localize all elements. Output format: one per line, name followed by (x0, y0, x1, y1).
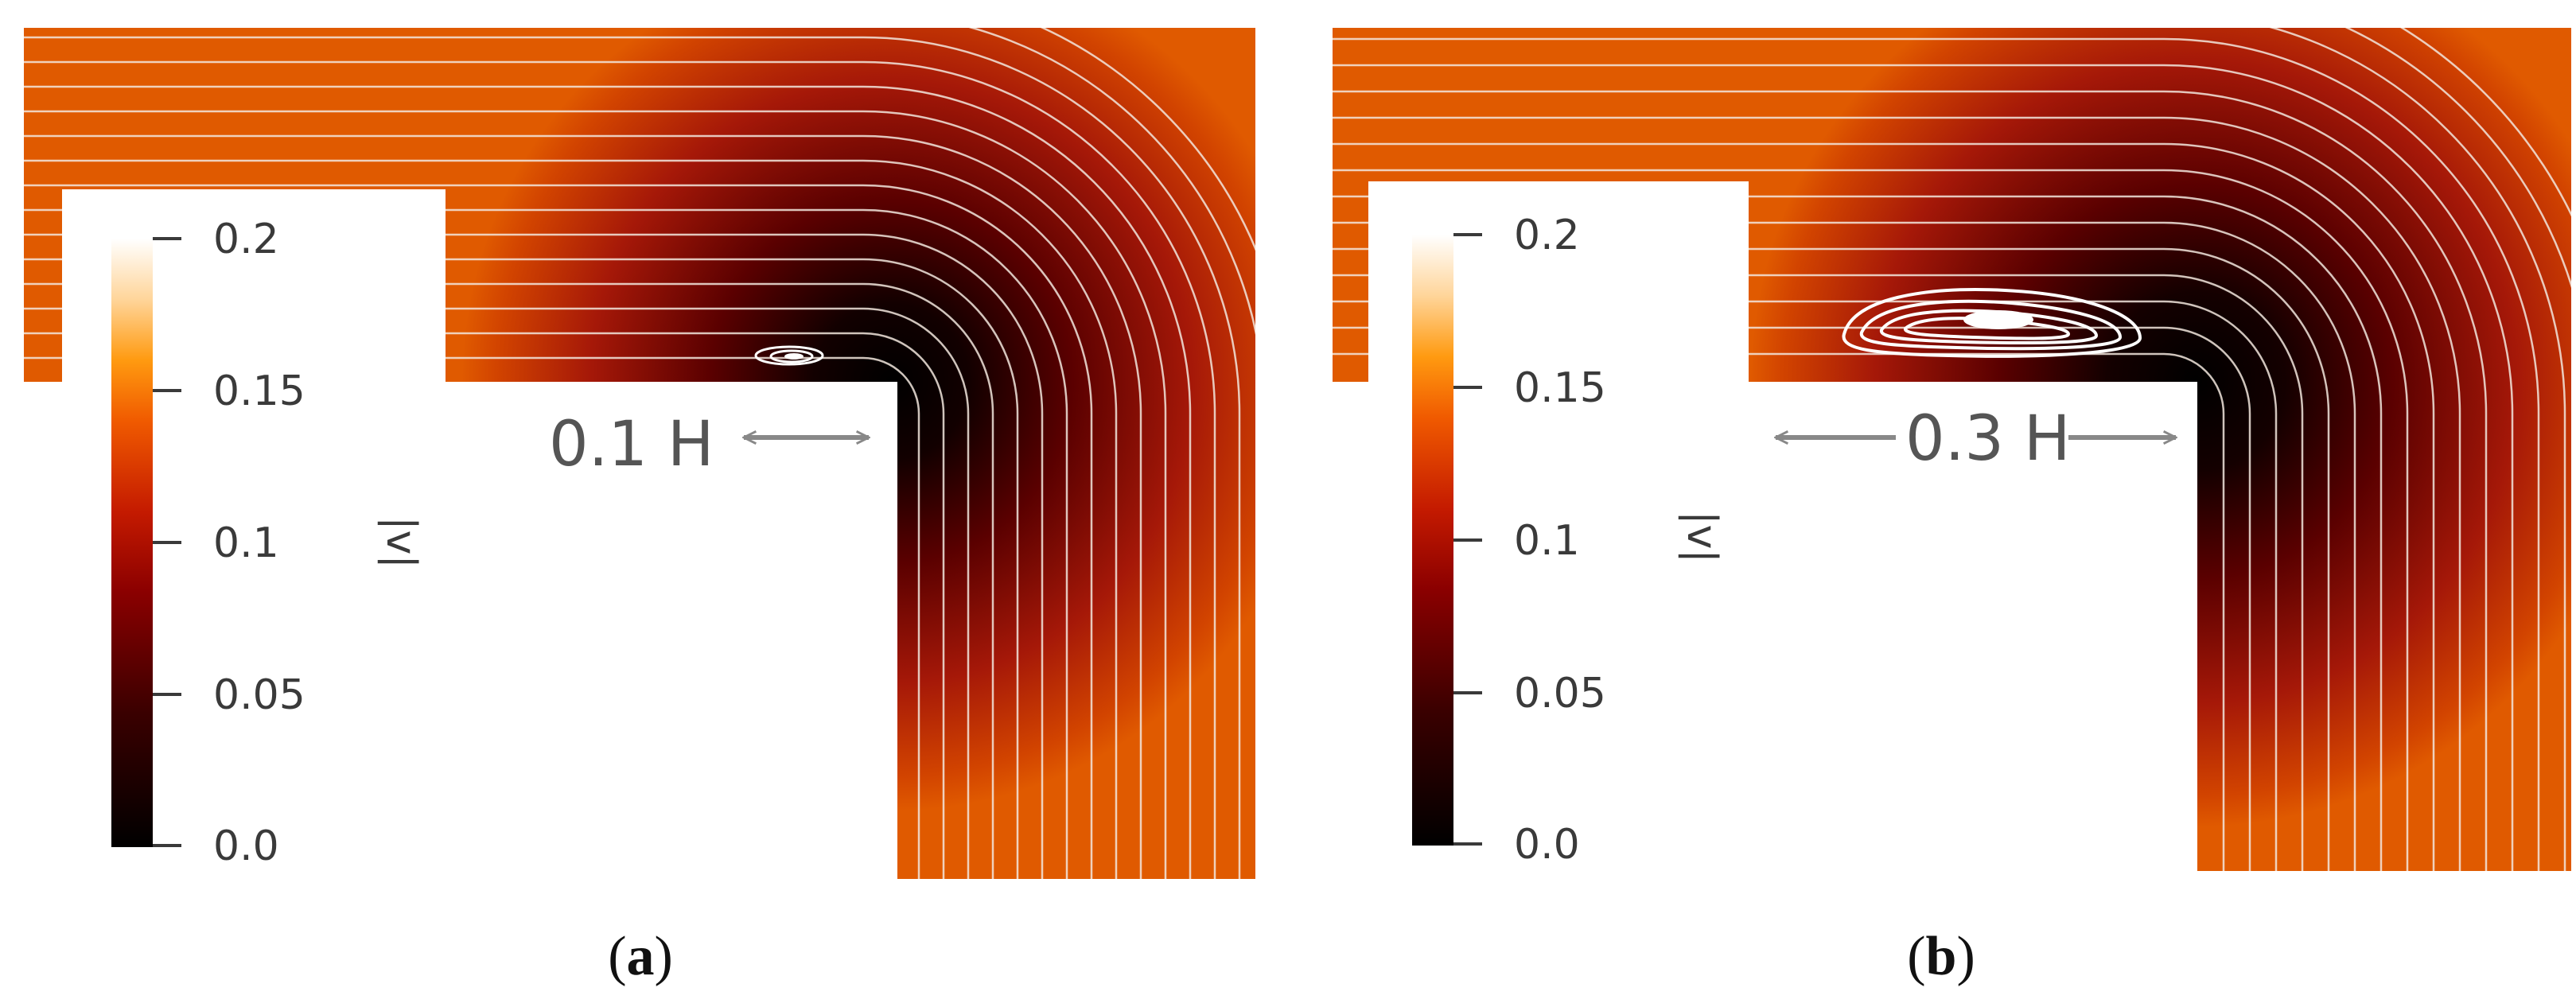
tick-label: 0.2 (1514, 212, 1580, 259)
streamlines-a (24, 28, 1255, 879)
streamline (24, 233, 1044, 879)
panel-a: 0.2 0.15 0.1 0.05 0.0 |v| 0.1 H (a) (24, 28, 1255, 987)
tick-label: 0.0 (213, 822, 279, 870)
streamline (24, 282, 994, 879)
streamline (24, 307, 970, 879)
streamline (24, 60, 1216, 879)
streamline (24, 134, 1142, 879)
tick-label: 0.1 (213, 519, 279, 567)
legend-label-a: |v| (377, 516, 425, 569)
streamline (24, 36, 1241, 879)
streamlines-b (1333, 28, 2571, 871)
streamline (1333, 28, 2571, 871)
streamline (24, 159, 1118, 879)
streamline (1333, 90, 2488, 871)
tick-label: 0.1 (1514, 517, 1580, 565)
recirculation-vortex-a (754, 345, 824, 366)
streamline (24, 258, 1019, 879)
separation-length-label-a: 0.1 H (549, 409, 714, 480)
streamline (24, 110, 1167, 879)
streamline (24, 208, 1068, 879)
panel-b: 0.2 0.15 0.1 0.05 0.0 |v| 0.3 H (b) (1333, 28, 2571, 987)
streamline (1333, 64, 2514, 871)
streamline (1333, 247, 2330, 871)
streamline (1333, 116, 2461, 871)
tick-label: 0.15 (213, 367, 305, 415)
tick-label: 0.15 (1514, 364, 1606, 412)
recirculation-vortex-b (1842, 288, 2142, 358)
tick-label: 0.05 (1514, 670, 1606, 717)
streamline (1333, 352, 2225, 871)
tick-label: 0.2 (213, 216, 279, 263)
colorbar-ticks-b (1453, 233, 1482, 846)
tick-label: 0.05 (213, 671, 305, 719)
streamline (24, 356, 920, 879)
streamline (24, 85, 1192, 879)
streamline (1333, 300, 2278, 871)
streamline (1333, 274, 2304, 871)
streamline (1333, 326, 2251, 871)
caption-b: (b) (1907, 926, 1975, 987)
streamline (1333, 221, 2356, 871)
streamline (24, 184, 1093, 879)
streamline (1333, 142, 2435, 871)
streamline (24, 28, 1255, 879)
streamline (24, 28, 1255, 879)
colorbar-b (1412, 235, 1453, 846)
colorbar-a (111, 239, 153, 847)
tick-label: 0.0 (1514, 821, 1580, 869)
streamline (1333, 28, 2571, 871)
streamline (1333, 28, 2566, 871)
separation-length-label-b: 0.3 H (1905, 403, 2071, 475)
streamline (1333, 37, 2540, 871)
legend-label-b: |v| (1678, 511, 1726, 563)
streamline (24, 332, 945, 879)
streamline (1333, 169, 2409, 871)
caption-a: (a) (608, 926, 673, 987)
colorbar-ticks-a (153, 237, 181, 847)
streamline (1333, 195, 2383, 871)
